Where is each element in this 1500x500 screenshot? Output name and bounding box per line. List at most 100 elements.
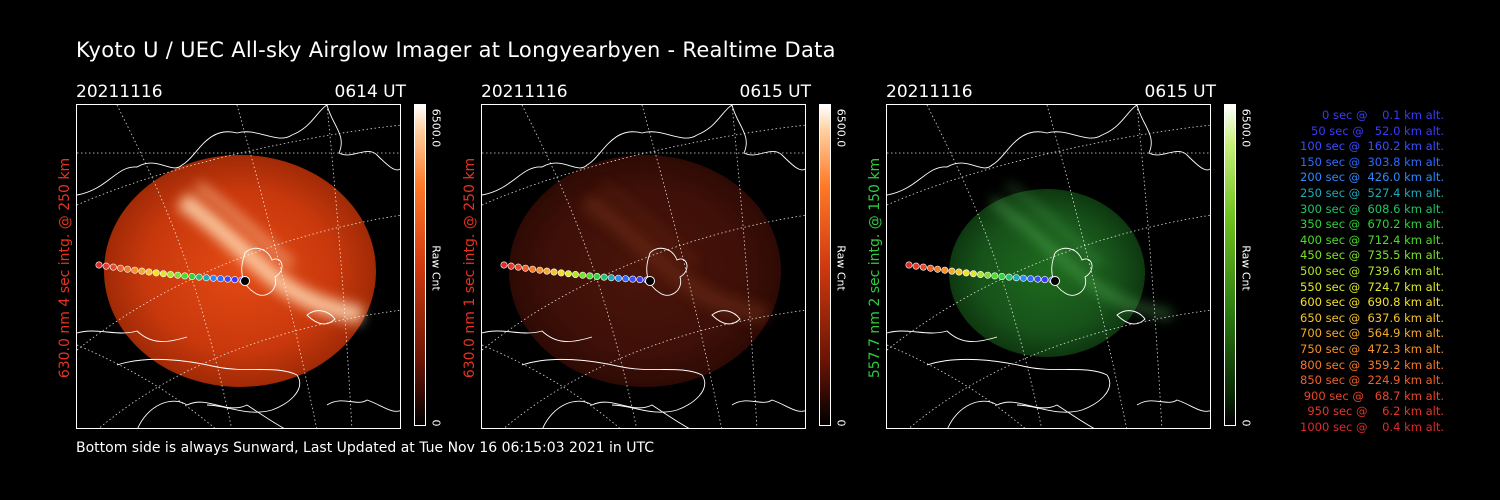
trajectory-altitude-legend: 0 sec @ 0.1 km alt. 50 sec @ 52.0 km alt.… (1266, 108, 1444, 435)
trajectory-dot (167, 271, 175, 279)
panel-3-wavelength-label: 557.7 nm 2 sec intg. @ 150 km (867, 157, 883, 379)
legend-row: 50 sec @ 52.0 km alt. (1311, 123, 1444, 138)
trajectory-dot (557, 269, 565, 277)
trajectory-dot (636, 276, 644, 284)
trajectory-dot (217, 275, 225, 283)
legend-row: 1000 sec @ 0.4 km alt. (1300, 419, 1444, 434)
longitude-gridline (887, 344, 1026, 428)
coastline (887, 330, 998, 342)
coastline (731, 399, 805, 412)
coastline (542, 400, 690, 428)
panel-1-colorbar (414, 104, 426, 426)
legend-row: 850 sec @ 224.9 km alt. (1300, 373, 1444, 388)
trajectory-dot (564, 270, 572, 278)
panel-1-colorbar-min: 0 (429, 419, 443, 427)
legend-row: 750 sec @ 472.3 km alt. (1300, 341, 1444, 356)
legend-row: 0 sec @ 0.1 km alt. (1321, 108, 1444, 122)
trajectory-dot (536, 266, 544, 274)
trajectory-dot (977, 271, 985, 279)
trajectory-dot (521, 264, 529, 272)
trajectory-dot (500, 261, 508, 269)
trajectory-dot (586, 272, 594, 280)
coastline (731, 105, 805, 171)
latitude-gridline (482, 214, 805, 351)
trajectory-dot (224, 275, 232, 283)
latitude-gridline (887, 214, 1210, 351)
coastline (926, 358, 1110, 413)
coastline (1136, 399, 1210, 412)
coastline (116, 358, 300, 413)
legend-row: 300 sec @ 608.6 km alt. (1300, 201, 1444, 216)
panel-3-allsky-image (886, 104, 1211, 429)
latitude-gridline (503, 309, 805, 428)
trajectory-dot (614, 274, 622, 282)
panel-2-colorbar-min: 0 (834, 419, 848, 427)
panel-2-colorbar-max: 6500.0 (834, 108, 848, 148)
coastline-island (1051, 247, 1093, 296)
legend-row: 900 sec @ 68.7 km alt. (1303, 388, 1444, 403)
trajectory-dot (593, 273, 601, 281)
panel-1: 20211116 0614 UT (76, 82, 406, 432)
trajectory-dot (188, 273, 196, 281)
legend-row: 550 sec @ 724.7 km alt. (1300, 279, 1444, 294)
panel-1-wavelength-label: 630.0 nm 4 sec intg. @ 250 km (57, 157, 73, 379)
aurora-arc-secondary (599, 181, 700, 269)
longitude-gridline (236, 105, 317, 428)
legend-row: 800 sec @ 359.2 km alt. (1300, 357, 1444, 372)
legend-row: 100 sec @ 160.2 km alt. (1300, 139, 1444, 154)
station-marker (645, 276, 655, 286)
legend-row: 250 sec @ 527.4 km alt. (1300, 185, 1444, 200)
trajectory-dot (131, 266, 139, 274)
legend-row: 500 sec @ 739.6 km alt. (1300, 263, 1444, 278)
trajectory-dot (984, 271, 992, 279)
panel-3: 20211116 0615 UT (886, 82, 1216, 432)
trajectory-dot (948, 267, 956, 275)
latitude-gridline (908, 309, 1210, 428)
trajectory-dot (195, 273, 203, 281)
coastline (77, 105, 328, 196)
panel-3-date: 20211116 (886, 82, 973, 102)
trajectory-dot (1041, 276, 1049, 284)
trajectory-dot (941, 266, 949, 274)
coastline (77, 330, 188, 342)
aurora-arc (176, 192, 364, 324)
latitude-gridline (482, 124, 805, 206)
trajectory-dot (1012, 274, 1020, 282)
panel-3-colorbar (1224, 104, 1236, 426)
legend-row: 450 sec @ 735.5 km alt. (1300, 248, 1444, 263)
coastline-island (646, 247, 688, 296)
trajectory-dot (209, 274, 217, 282)
aurora-arc (581, 192, 769, 324)
trajectory-dot (543, 267, 551, 275)
latitude-gridline (77, 124, 400, 206)
trajectory-dot (116, 264, 124, 272)
legend-row: 150 sec @ 303.8 km alt. (1300, 154, 1444, 169)
coastline (482, 330, 593, 342)
station-marker (1050, 276, 1060, 286)
trajectory-dot (934, 265, 942, 273)
panel-2-colorbar (819, 104, 831, 426)
panel-2-wavelength-label: 630.0 nm 1 sec intg. @ 250 km (462, 157, 478, 379)
coastline (482, 105, 733, 196)
legend-row: 950 sec @ 6.2 km alt. (1307, 404, 1444, 419)
panel-2-colorbar-unit: Raw Cnt (834, 245, 848, 291)
latitude-gridline (887, 124, 1210, 206)
legend-row: 650 sec @ 637.6 km alt. (1300, 310, 1444, 325)
panel-2-allsky-image (481, 104, 806, 429)
trajectory-dot (529, 265, 537, 273)
trajectory-dot (514, 263, 522, 271)
panel-3-time: 0615 UT (1144, 82, 1217, 102)
coastline-island (306, 310, 336, 325)
trajectory-dot (124, 265, 132, 273)
trajectory-dot (507, 262, 515, 270)
panel-3-colorbar-max: 6500.0 (1239, 108, 1253, 148)
trajectory-dot (912, 262, 920, 270)
trajectory-dot (145, 268, 153, 276)
trajectory-dot (998, 273, 1006, 281)
trajectory-dot (607, 274, 615, 282)
trajectory-dot (905, 261, 913, 269)
trajectory-dot (969, 270, 977, 278)
legend-row: 350 sec @ 670.2 km alt. (1300, 217, 1444, 232)
panel-1-colorbar-unit: Raw Cnt (429, 245, 443, 291)
allsky-disc (509, 155, 781, 387)
